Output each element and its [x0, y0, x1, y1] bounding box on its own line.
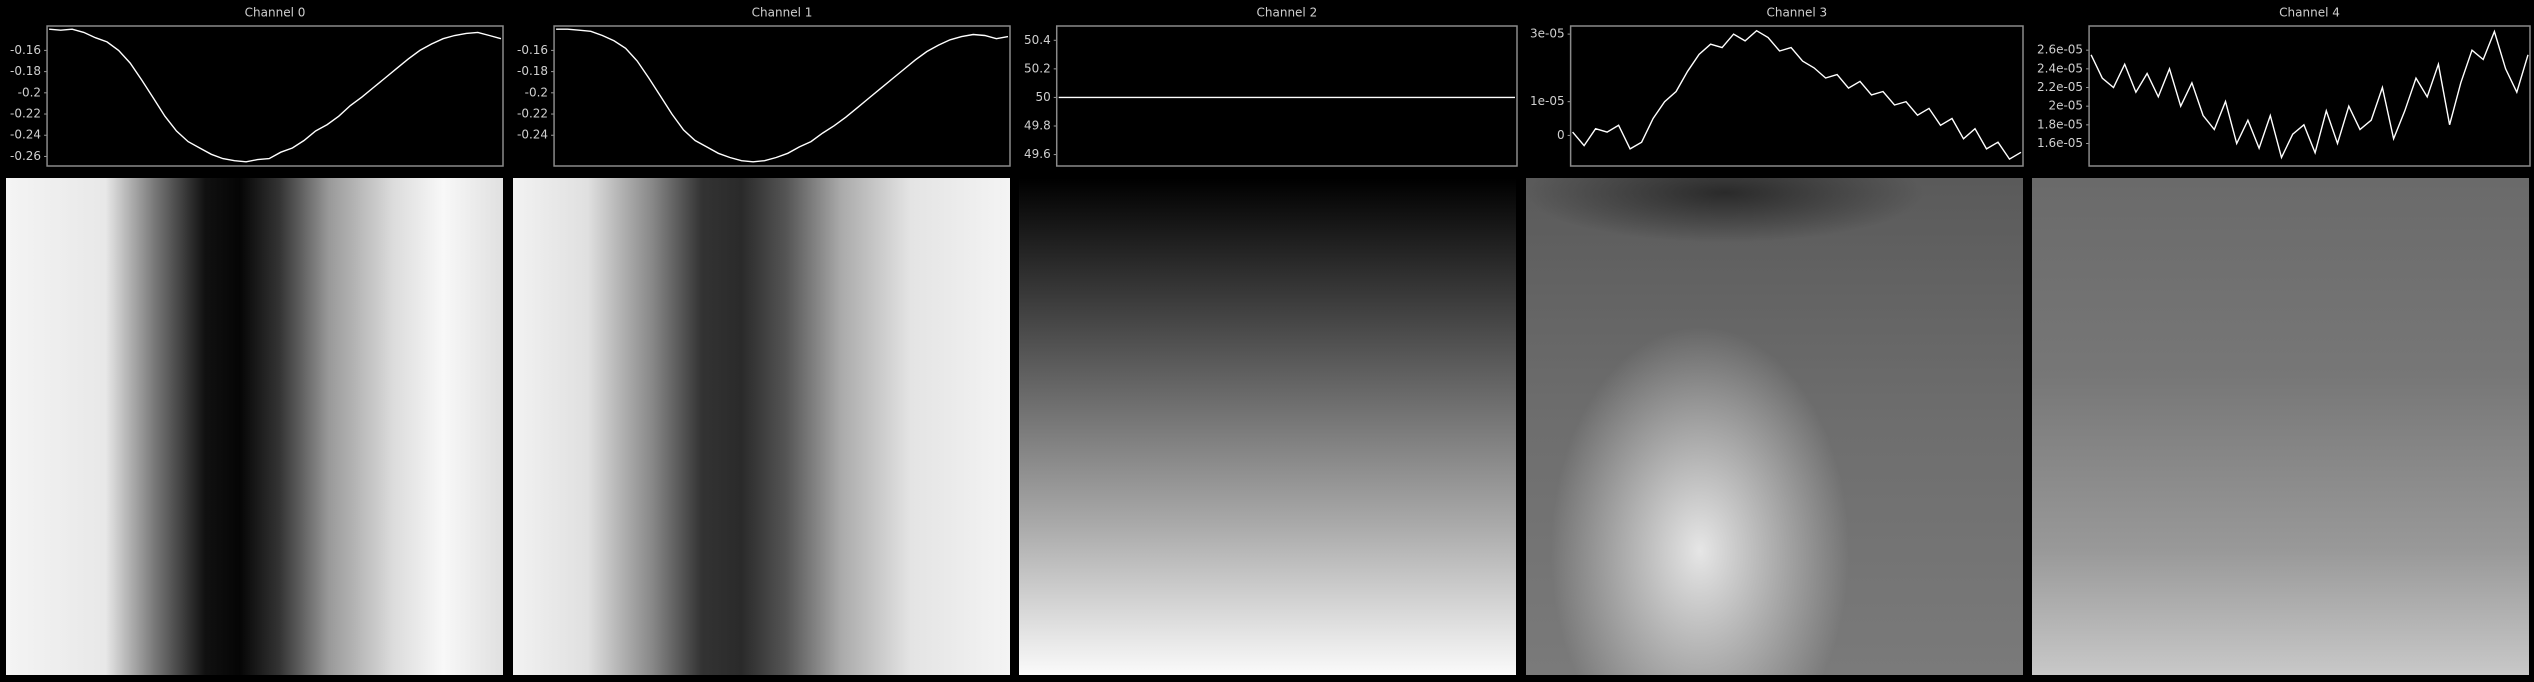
y-tick-label: -0.24 — [517, 128, 548, 142]
y-tick-label: 1.8e-05 — [2037, 117, 2083, 131]
line-plots: -0.16 -0.18 -0.2 -0.22 -0.24 -0.26 Channel 0 -0… — [10, 6, 2531, 167]
y-tick-label: 0 — [1557, 128, 1565, 142]
y-tick-label: 1.6e-05 — [2037, 136, 2083, 150]
plot-frame — [1055, 25, 1518, 167]
line — [49, 28, 502, 163]
y-tick-label: -0.24 — [10, 128, 41, 142]
chart-title: Channel 2 — [1257, 6, 1318, 20]
y-tick-label: -0.2 — [18, 85, 41, 99]
line — [556, 28, 1009, 163]
y-tick-label: -0.18 — [10, 64, 41, 78]
channel-image — [1526, 178, 2023, 675]
y-tick-label: -0.16 — [10, 43, 41, 57]
channel-image — [6, 178, 503, 675]
y-tick-label: 49.8 — [1024, 119, 1051, 133]
line — [2090, 29, 2529, 160]
y-tick-label: -0.16 — [517, 43, 548, 57]
y-tick-label: 50.2 — [1024, 61, 1051, 75]
y-tick-label: 50 — [1035, 90, 1050, 104]
plot-frame — [46, 25, 504, 167]
channel-image — [513, 178, 1010, 675]
y-tick-label: -0.22 — [517, 107, 548, 121]
chart-title: Channel 0 — [245, 6, 306, 20]
plot-frame — [553, 25, 1011, 167]
plot-frame — [2088, 25, 2531, 167]
chart-title: Channel 3 — [1766, 6, 1827, 20]
y-tick-label: 3e-05 — [1530, 27, 1565, 41]
y-tick-label: 2.2e-05 — [2037, 80, 2083, 94]
y-tick-label: -0.2 — [525, 85, 548, 99]
y-tick-label: 2.6e-05 — [2037, 43, 2083, 57]
channel-image — [2032, 178, 2529, 675]
y-tick-label: 49.6 — [1024, 147, 1051, 161]
y-tick-label: -0.26 — [10, 149, 41, 163]
y-tick-label: -0.22 — [10, 107, 41, 121]
y-tick-label: -0.18 — [517, 64, 548, 78]
line — [1572, 29, 2022, 161]
chart-title: Channel 4 — [2279, 6, 2340, 20]
y-tick-label: 2e-05 — [2048, 99, 2083, 113]
plot-frame — [1569, 25, 2024, 167]
channel-image — [1019, 178, 1516, 675]
chart-title: Channel 1 — [752, 6, 813, 20]
y-tick-label: 2.4e-05 — [2037, 61, 2083, 75]
y-tick-label: 50.4 — [1024, 33, 1051, 47]
y-tick-label: 1e-05 — [1530, 94, 1565, 108]
